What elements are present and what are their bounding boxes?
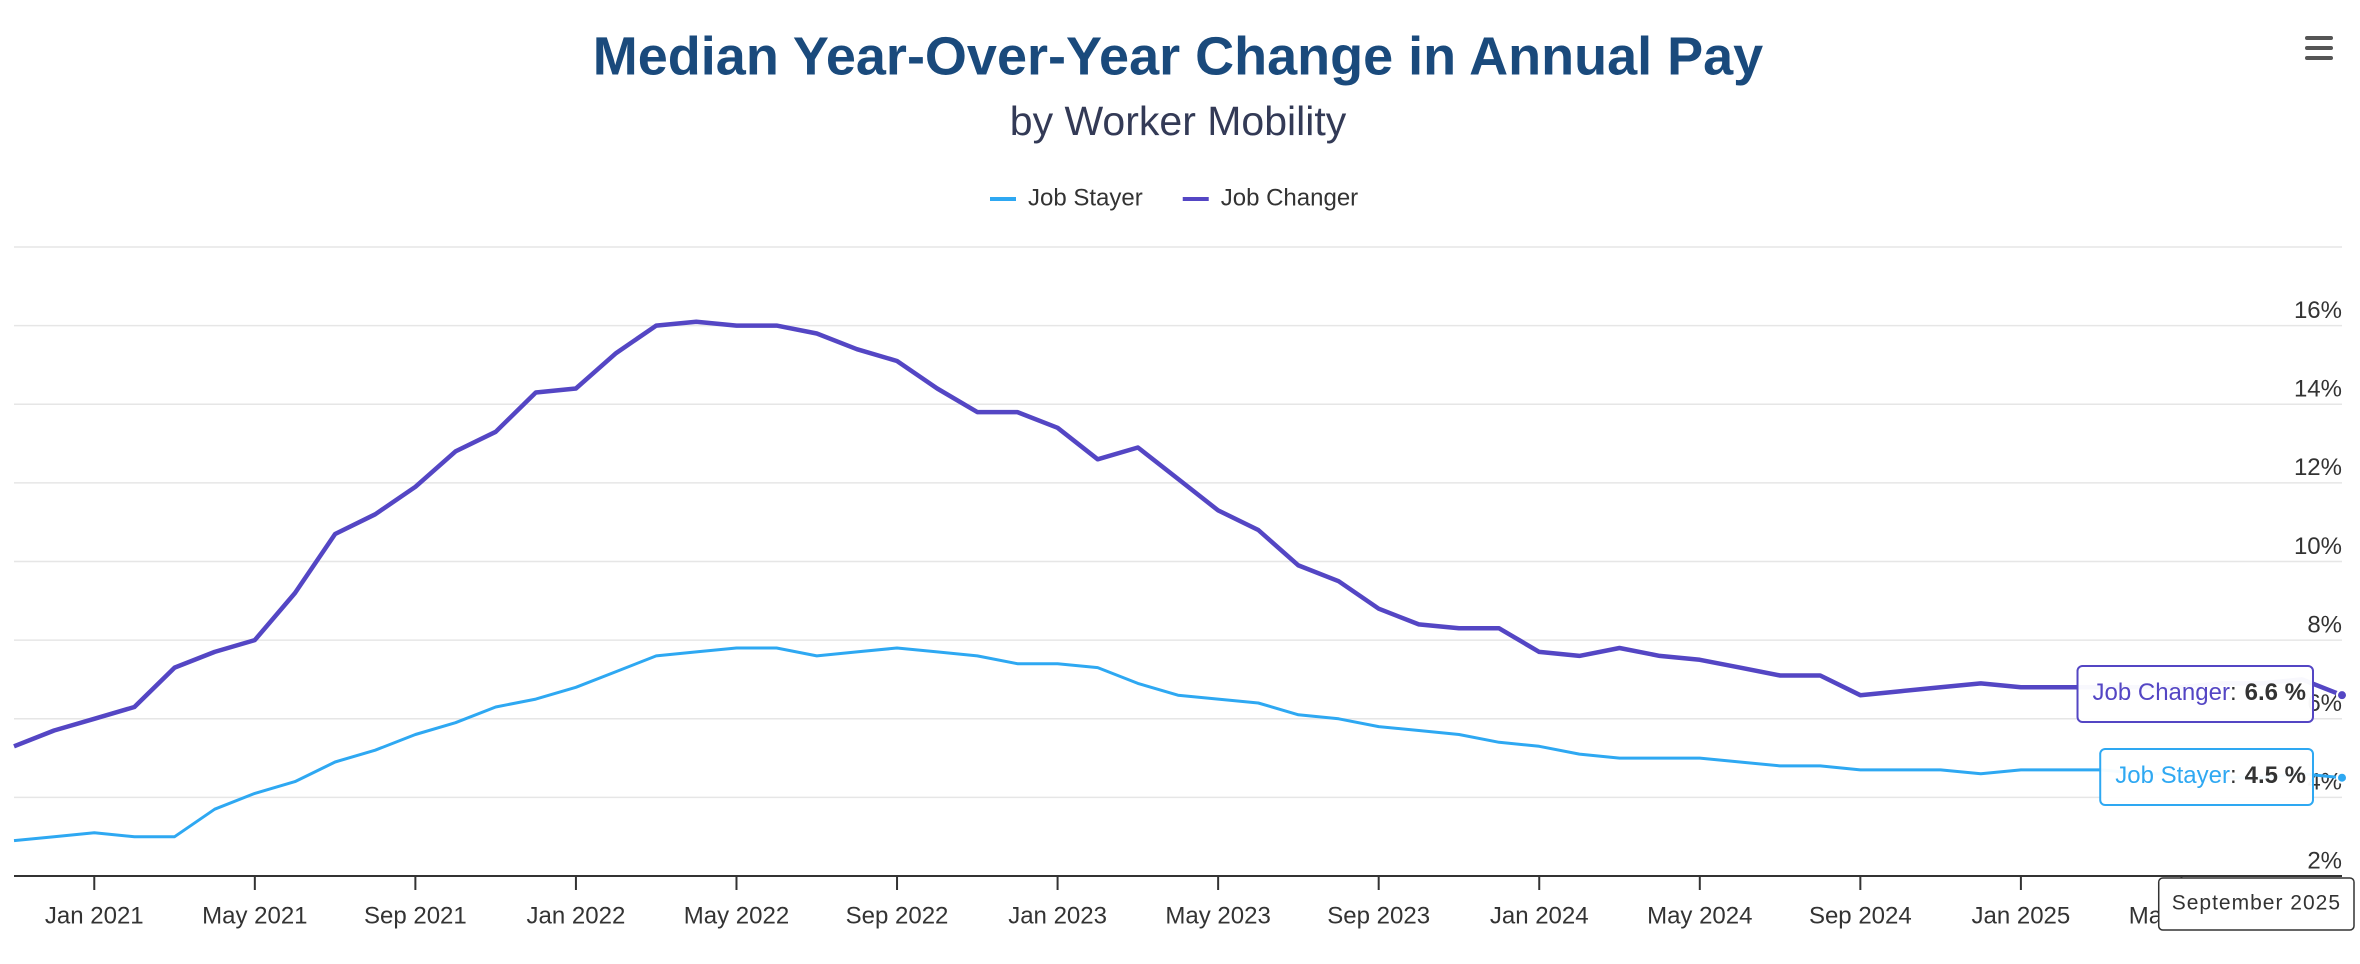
y-tick-label: 16% [2294, 297, 2342, 324]
menu-button[interactable] [2305, 36, 2333, 60]
tooltip-point [2336, 771, 2348, 784]
chart-title: Median Year-Over-Year Change in Annual P… [593, 26, 1763, 86]
tooltip-box [2099, 748, 2314, 806]
y-tick-label: 10% [2294, 533, 2342, 560]
legend-item[interactable]: Job Stayer [990, 184, 1143, 211]
chart-subtitle: by Worker Mobility [1010, 98, 1347, 144]
tooltip: Job Changer: 6.6 % [2076, 665, 2348, 723]
legend-label: Job Stayer [1028, 184, 1143, 211]
tooltip-separator: : [2230, 679, 2237, 706]
y-tick-label: 2% [2307, 847, 2342, 874]
x-tick-label: May 2023 [1165, 902, 1270, 929]
x-tick-label: Sep 2021 [364, 902, 467, 929]
tooltip: Job Stayer: 4.5 % [2099, 748, 2348, 806]
legend-label: Job Changer [1221, 184, 1358, 211]
tooltip-point [2336, 689, 2348, 702]
tooltip-value: 4.5 % [2245, 762, 2306, 789]
x-tick-label: May 2021 [202, 902, 307, 929]
tooltip-text: Job Stayer: 4.5 % [2115, 762, 2306, 789]
tooltip-value: 6.6 % [2245, 679, 2306, 706]
x-tick-label: Sep 2022 [846, 902, 949, 929]
tooltip-series: Job Stayer [2115, 762, 2230, 789]
tooltip-series: Job Changer [2093, 679, 2230, 706]
x-tick-label: Jan 2022 [527, 902, 626, 929]
series-line [13, 319, 2343, 749]
y-tick-label: 12% [2294, 454, 2342, 481]
tooltip-header: September 2025 [2157, 877, 2355, 931]
x-tick-label: Sep 2023 [1327, 902, 1430, 929]
tooltip-text: Job Changer: 6.6 % [2093, 679, 2306, 706]
x-tick-label: May 2022 [684, 902, 789, 929]
y-tick-label: 8% [2307, 611, 2342, 638]
tooltip-box [2076, 665, 2314, 723]
tooltip-header-text: September 2025 [2172, 892, 2341, 915]
x-tick-label: Sep 2024 [1809, 902, 1912, 929]
x-tick-label: Jan 2024 [1490, 902, 1589, 929]
x-tick-label: Jan 2025 [1972, 902, 2071, 929]
x-tick-label: Jan 2021 [45, 902, 144, 929]
y-tick-label: 14% [2294, 376, 2342, 403]
tooltip-separator: : [2230, 762, 2237, 789]
x-tick-label: Jan 2023 [1008, 902, 1107, 929]
x-tick-label: May 2024 [1647, 902, 1752, 929]
legend-item[interactable]: Job Changer [1182, 184, 1358, 211]
tooltip-header-box [2157, 877, 2355, 931]
series-line [13, 646, 2343, 843]
